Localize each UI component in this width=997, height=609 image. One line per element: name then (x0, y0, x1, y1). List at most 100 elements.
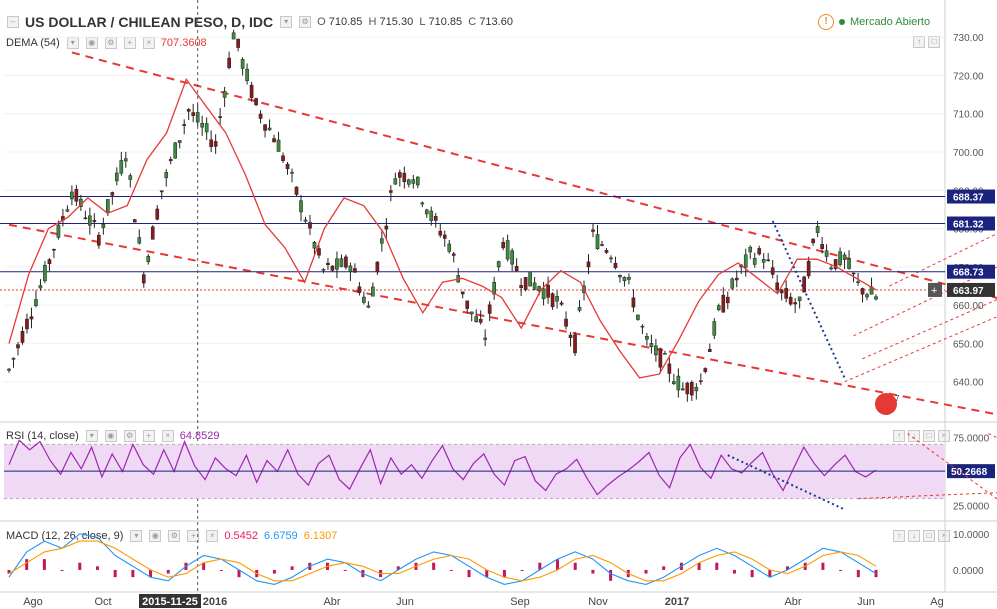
macd-histogram-bar (609, 569, 613, 581)
macd-histogram-bar (732, 569, 736, 574)
add-icon[interactable]: + (142, 430, 155, 442)
main-pane-controls: ↑ □ (912, 36, 940, 48)
candle (761, 259, 766, 263)
candle (770, 267, 775, 275)
macd-histogram-bar (131, 569, 135, 578)
candle (820, 244, 824, 249)
candle (110, 192, 115, 196)
candle (591, 229, 595, 232)
candle (874, 296, 878, 300)
candle (496, 261, 501, 268)
settings-icon[interactable]: ⚙ (123, 430, 136, 442)
candle (528, 272, 532, 287)
x-tick-label: Ag (930, 596, 943, 608)
candle (83, 217, 88, 220)
macd-histogram-bar (60, 569, 64, 571)
candle (501, 242, 505, 249)
macd-histogram-bar (715, 562, 719, 570)
candle (299, 200, 303, 213)
candle (806, 261, 811, 277)
candle (123, 158, 128, 162)
close-icon[interactable]: × (206, 530, 219, 542)
candle (483, 337, 488, 340)
candle (595, 234, 600, 250)
move-up-icon[interactable]: ↑ (893, 430, 905, 442)
candle (672, 381, 676, 384)
chevron-down-icon[interactable]: ▾ (130, 530, 143, 542)
settings-icon[interactable]: ⚙ (104, 37, 117, 49)
macd-histogram-bar (786, 566, 790, 570)
candle (703, 368, 708, 372)
candle (415, 176, 420, 186)
rsi-label: RSI (14, close) (6, 430, 79, 442)
candle (546, 284, 550, 298)
candle (510, 250, 514, 265)
collapse-icon[interactable]: – (7, 16, 19, 28)
x-tick-label: Oct (94, 596, 111, 608)
y-tick-label: 650.00 (953, 339, 984, 350)
macd-legend: MACD (12, 26, close, 9) ▾ ◉ ⚙ + × 0.5452… (6, 530, 337, 542)
candle (514, 265, 519, 272)
add-icon[interactable]: + (187, 530, 200, 542)
candle (344, 256, 348, 268)
macd-line (8, 533, 877, 585)
candle (568, 334, 573, 338)
settings-icon[interactable]: ⚙ (168, 530, 181, 542)
move-up-icon[interactable]: ↑ (913, 36, 925, 48)
candle (177, 140, 182, 143)
settings-icon[interactable]: ⚙ (299, 16, 312, 28)
macd-histogram-bar (697, 562, 701, 570)
candle (339, 258, 344, 267)
rsi-trendline (907, 433, 997, 500)
macd-histogram-bar (343, 569, 347, 571)
candle (402, 172, 407, 183)
candle (654, 345, 658, 356)
candle (645, 336, 649, 340)
plus-icon: + (931, 285, 937, 297)
macd-histogram-bar (432, 562, 436, 570)
candle (276, 139, 281, 152)
eye-icon[interactable]: ◉ (104, 430, 117, 442)
move-up-icon[interactable]: ↑ (893, 530, 905, 542)
y-tick-label: 700.00 (953, 148, 984, 159)
candle (685, 382, 690, 395)
maximize-icon[interactable]: □ (923, 530, 935, 542)
candle (245, 68, 249, 81)
close-icon[interactable]: × (938, 430, 950, 442)
candle (186, 109, 191, 112)
chevron-down-icon[interactable]: ▾ (280, 16, 293, 28)
chevron-down-icon[interactable]: ▾ (85, 430, 98, 442)
candle (240, 59, 245, 69)
close-icon[interactable]: × (938, 530, 950, 542)
macd-signal-value: 6.1307 (303, 530, 338, 542)
candle (865, 294, 869, 298)
close-icon[interactable]: × (161, 430, 174, 442)
trendline-up-channel (862, 299, 997, 360)
macd-histogram-bar (556, 559, 560, 570)
macd-tick-label: 0.0000 (953, 566, 984, 577)
trendline-upper (71, 51, 997, 299)
move-down-icon[interactable]: ↓ (908, 530, 920, 542)
eye-icon[interactable]: ◉ (149, 530, 162, 542)
candle (618, 275, 622, 278)
candle (721, 294, 726, 313)
candle (146, 255, 151, 263)
candle (734, 277, 739, 281)
candle (7, 368, 11, 371)
move-down-icon[interactable]: ↓ (908, 430, 920, 442)
candle (330, 265, 335, 271)
maximize-icon[interactable]: □ (923, 430, 935, 442)
candle (474, 316, 479, 323)
dema-label: DEMA (54) (6, 37, 60, 49)
candle (227, 57, 231, 68)
x-tick-label: Abr (784, 596, 801, 608)
add-alert-button[interactable] (928, 282, 942, 297)
rsi-value: 64.8529 (179, 430, 220, 442)
macd-histogram-bar (78, 562, 82, 570)
candle (38, 285, 43, 289)
macd-histogram-bar (467, 569, 471, 578)
maximize-icon[interactable]: □ (928, 36, 940, 48)
candle (851, 272, 856, 275)
warning-icon[interactable]: ! (818, 14, 834, 30)
